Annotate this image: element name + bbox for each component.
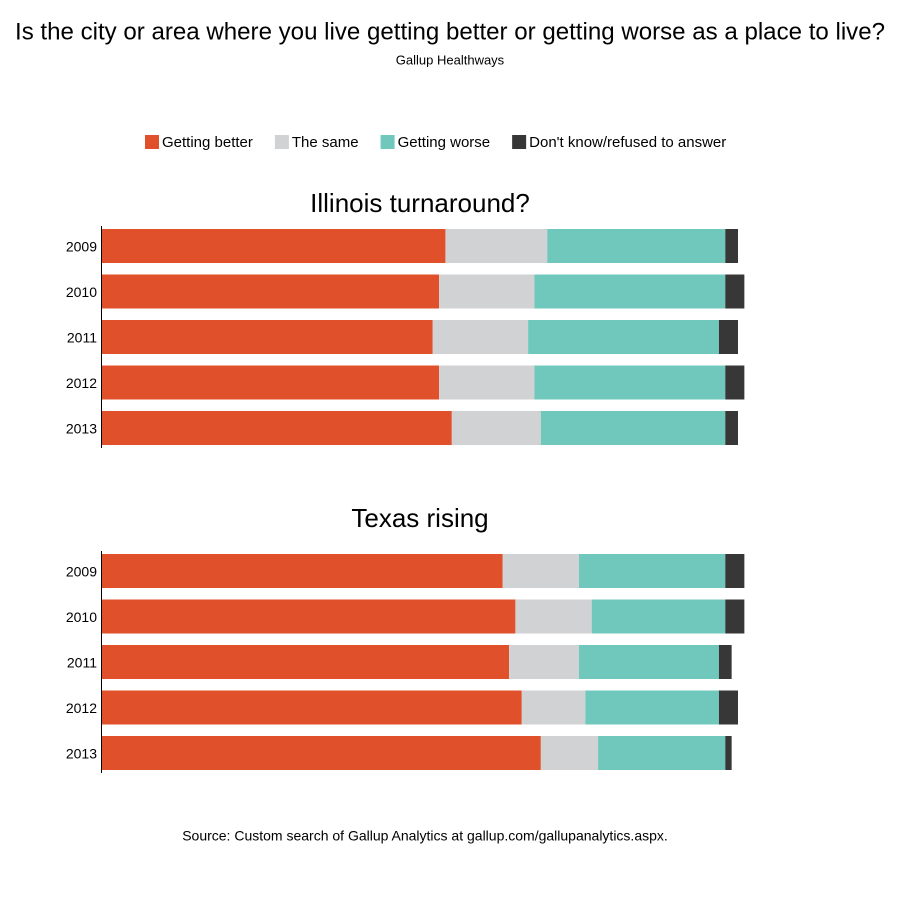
bar-segment [451,411,541,445]
bar-segment [725,554,745,588]
legend-label: Don't know/refused to answer [529,134,726,151]
legend-swatch [380,135,395,149]
bar-segment [725,736,732,770]
bar-segment [509,645,579,679]
bar-segment [502,554,579,588]
bar-segment [598,736,726,770]
bar-segment [102,645,510,679]
bar-segment [445,229,548,263]
y-tick-label: 2012 [66,375,97,391]
bar-segment [102,274,440,309]
y-tick-label: 2009 [66,239,97,255]
y-tick-label: 2011 [67,655,97,671]
bar-segment [534,274,726,309]
bar-segment [591,599,726,634]
bar-segment [540,736,599,770]
legend-swatch [274,135,289,149]
bar-segment [102,599,516,634]
bar-segment [528,320,719,354]
legend-swatch [145,135,159,149]
bar-segment [439,365,535,400]
bar-segment [718,645,732,679]
legend-label: The same [292,134,359,151]
bar-segment [102,320,433,354]
source-note: Source: Custom search of Gallup Analytic… [182,828,668,844]
bar-segment [579,554,726,588]
bar-segment [102,365,440,400]
bar-segment [547,229,726,263]
bar-segment [521,690,586,725]
bar-segment [585,690,719,725]
bar-segment [534,365,726,400]
bar-segment [579,645,719,679]
bar-segment [432,320,529,354]
legend-swatch [512,135,527,149]
bar-segment [718,690,738,725]
y-tick-label: 2011 [67,330,97,346]
bar-segment [540,411,726,445]
bar-segment [725,599,745,634]
y-tick-label: 2010 [66,284,97,300]
bar-segment [515,599,592,634]
chart-title: Is the city or area where you live getti… [15,18,885,45]
bar-segment [102,411,452,445]
legend-label: Getting better [162,134,253,151]
bar-segment [725,411,738,445]
bar-segment [102,554,503,588]
bar-segment [102,690,522,725]
y-tick-label: 2010 [66,609,97,625]
bar-segment [725,365,745,400]
bar-segment [725,274,745,309]
bar-segment [102,229,446,263]
bar-segment [102,736,541,770]
legend-label: Getting worse [398,134,491,151]
chart-subtitle: Gallup Healthways [396,52,505,67]
y-tick-label: 2012 [66,700,97,716]
y-tick-label: 2009 [66,564,97,580]
bar-segment [439,274,535,309]
y-tick-label: 2013 [66,421,97,437]
bar-segment [718,320,738,354]
y-tick-label: 2013 [66,746,97,762]
bar-segment [725,229,738,263]
panel-title: Illinois turnaround? [310,188,530,218]
panel-title: Texas rising [351,503,488,533]
